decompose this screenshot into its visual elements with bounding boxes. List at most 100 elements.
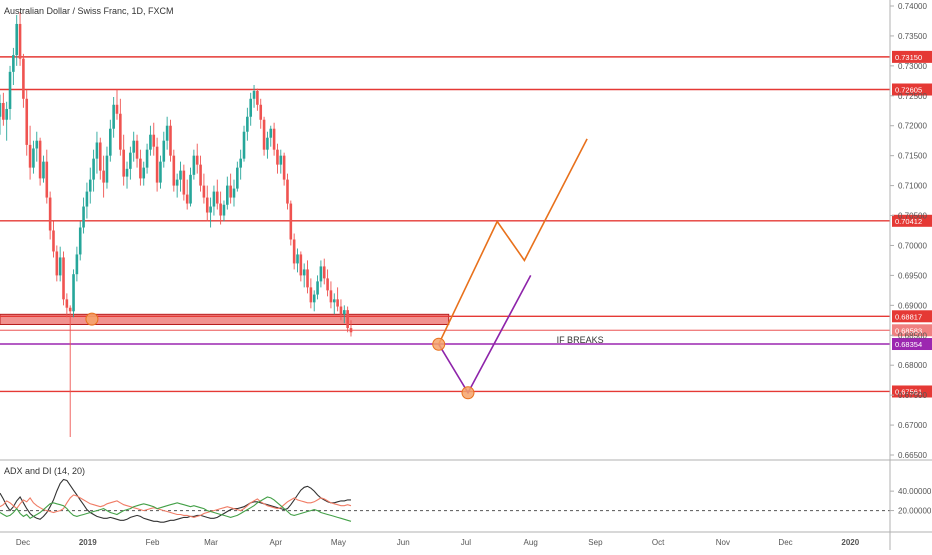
candle-body	[276, 149, 279, 165]
candle-body	[346, 310, 349, 329]
candle-body	[296, 254, 299, 264]
candle-body	[229, 185, 232, 198]
level-price-tag	[892, 338, 932, 351]
candle-body	[182, 170, 186, 195]
candle-body	[25, 98, 29, 145]
candle-body	[236, 167, 239, 189]
candle-body	[312, 294, 316, 303]
time-tick-label: Jul	[461, 538, 471, 547]
candle-body	[129, 152, 132, 169]
candle-body	[282, 155, 286, 180]
candle-body	[5, 108, 8, 120]
price-tick-label: 0.70000	[898, 241, 927, 250]
price-tick-label: 0.68000	[898, 361, 927, 370]
adx-tick-label: 40.00000	[898, 487, 932, 496]
candle-body	[339, 306, 343, 315]
candle-body	[209, 206, 212, 213]
candle-body	[192, 155, 196, 175]
candle-body	[195, 155, 199, 165]
candle-body	[232, 188, 236, 198]
price-tick-label: 0.73000	[898, 62, 927, 71]
candle-body	[279, 155, 283, 165]
chart-title: Australian Dollar / Swiss Franc, 1D, FXC…	[4, 6, 174, 16]
candle-body	[22, 58, 25, 99]
level-price-label: 0.68354	[895, 340, 922, 349]
candle-body	[162, 140, 166, 162]
price-tick-label: 0.69000	[898, 301, 927, 310]
candle-body	[115, 104, 119, 114]
time-tick-label: Aug	[524, 538, 538, 547]
candle-body	[35, 140, 39, 149]
level-price-label: 0.72605	[895, 86, 922, 95]
candle-body	[42, 161, 45, 179]
price-tick-label: 0.73500	[898, 32, 927, 41]
level-price-label: 0.73150	[895, 53, 922, 62]
candle-body	[52, 230, 55, 252]
support-zone	[0, 313, 450, 325]
candle-body	[289, 203, 293, 240]
candle-body	[135, 140, 139, 159]
candle-body	[299, 254, 303, 276]
candle-body	[95, 142, 99, 159]
candle-body	[119, 113, 122, 150]
candle-body	[306, 269, 309, 288]
candle-body	[319, 266, 323, 282]
candle-body	[242, 131, 246, 159]
candle-body	[105, 155, 109, 183]
candle-body	[45, 161, 49, 198]
time-tick-label: Dec	[778, 538, 792, 547]
candle-body	[38, 140, 42, 179]
candle-body	[179, 170, 182, 180]
price-tick-label: 0.69500	[898, 271, 927, 280]
candle-body	[316, 281, 319, 295]
candle-body	[145, 149, 149, 168]
candle-body	[92, 158, 95, 180]
candle-body	[222, 204, 226, 216]
price-tick-label: 0.71500	[898, 152, 927, 161]
level-price-tag	[892, 50, 932, 63]
candle-body	[239, 158, 242, 168]
candle-body	[12, 55, 15, 72]
level-price-label: 0.67561	[895, 387, 922, 396]
price-tick-label: 0.72500	[898, 92, 927, 101]
candle-body	[202, 185, 206, 198]
candle-body	[28, 144, 32, 168]
candle-body	[139, 158, 142, 179]
candle-body	[55, 251, 59, 276]
candle-body	[72, 274, 75, 312]
candle-body	[142, 167, 146, 179]
time-tick-label: 2019	[79, 538, 97, 547]
candle-body	[332, 299, 336, 303]
candle-body	[262, 119, 266, 150]
candle-body	[212, 191, 216, 207]
candle-body	[75, 254, 79, 275]
level-price-label: 0.68817	[895, 312, 922, 321]
time-tick-label: Nov	[716, 538, 730, 547]
adx-series-line	[0, 494, 352, 518]
candle-body	[62, 257, 65, 300]
price-tick-label: 0.67500	[898, 391, 927, 400]
level-price-label: 0.70412	[895, 217, 922, 226]
candle-body	[199, 164, 202, 186]
candle-body	[125, 168, 129, 177]
candle-body	[309, 287, 313, 303]
candle-body	[326, 278, 329, 291]
level-price-tag	[892, 214, 932, 227]
candle-body	[185, 194, 189, 204]
time-tick-label: 2020	[841, 538, 859, 547]
candle-body	[65, 299, 69, 308]
time-tick-label: Oct	[652, 538, 665, 547]
time-tick-label: Dec	[16, 538, 30, 547]
candle-body	[329, 290, 333, 303]
candle-body	[165, 125, 169, 141]
price-tick-label: 0.71000	[898, 182, 927, 191]
price-tick-label: 0.67000	[898, 421, 927, 430]
candle-body	[112, 104, 115, 129]
candle-body	[219, 203, 222, 216]
time-tick-label: Sep	[588, 538, 603, 547]
price-tick-label: 0.66500	[898, 451, 927, 460]
candle-body	[349, 328, 353, 333]
candle-body	[169, 125, 172, 156]
